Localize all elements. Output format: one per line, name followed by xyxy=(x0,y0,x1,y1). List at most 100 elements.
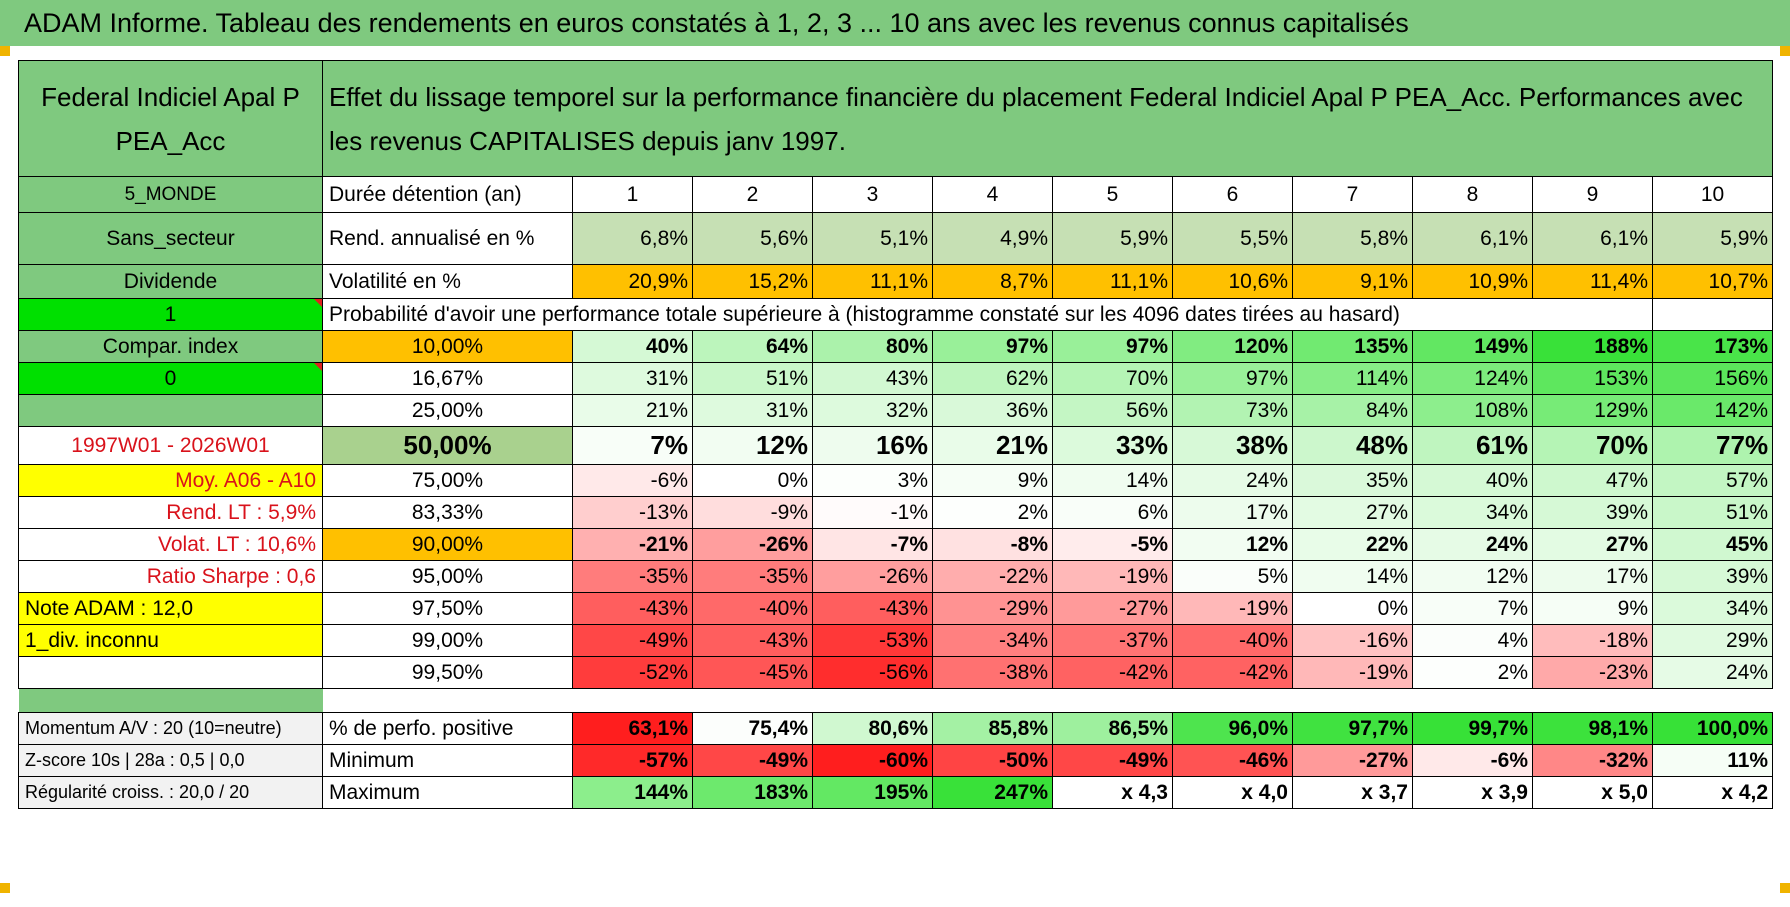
quantile-value: 6% xyxy=(1052,496,1173,529)
quantile-value: 29% xyxy=(1651,624,1774,657)
quantile-value: 17% xyxy=(1532,560,1653,593)
rend-value: 5,9% xyxy=(1651,212,1774,265)
quantile-value: -5% xyxy=(1052,528,1173,561)
quantile-label: 90,00% xyxy=(322,528,573,561)
blank-cell xyxy=(1532,298,1653,331)
quantile-value: 149% xyxy=(1412,330,1533,363)
minimum-value: -49% xyxy=(692,744,813,777)
quantile-label: 97,50% xyxy=(322,592,573,625)
quantile-value: 31% xyxy=(572,362,693,395)
quantile-value: 38% xyxy=(1172,426,1293,465)
quantile-value: 3% xyxy=(812,464,933,497)
regularite-label: Régularité croiss. : 20,0 / 20 xyxy=(18,776,323,809)
quantile-value: -43% xyxy=(812,592,933,625)
quantile-value: 31% xyxy=(692,394,813,427)
quantile-value: -26% xyxy=(812,560,933,593)
vol-value: 10,9% xyxy=(1412,264,1533,299)
quantile-value: 4% xyxy=(1412,624,1533,657)
region-label: 5_MONDE xyxy=(18,176,323,213)
momentum-label: Momentum A/V : 20 (10=neutre) xyxy=(18,712,323,745)
quantile-value: 43% xyxy=(812,362,933,395)
quantile-value: 34% xyxy=(1412,496,1533,529)
quantile-value: 51% xyxy=(1651,496,1774,529)
quantile-value: 84% xyxy=(1292,394,1413,427)
positive-perf-value: 85,8% xyxy=(932,712,1053,745)
quantile-value: 32% xyxy=(812,394,933,427)
quantile-value: 45% xyxy=(1651,528,1774,561)
quantile-label: 83,33% xyxy=(322,496,573,529)
fund-description: Effet du lissage temporel sur la perform… xyxy=(321,60,1774,177)
quantile-value: -45% xyxy=(692,656,813,689)
minimum-value: -60% xyxy=(812,744,933,777)
zscore-label: Z-score 10s | 28a : 0,5 | 0,0 xyxy=(18,744,323,777)
quantile-value: 77% xyxy=(1651,426,1774,465)
quantile-value: 73% xyxy=(1172,394,1293,427)
table-row: 1 Probabilité d'avoir une performance tot… xyxy=(18,298,1774,331)
vol-value: 9,1% xyxy=(1292,264,1413,299)
quantile-value: -1% xyxy=(812,496,933,529)
quantile-value: -38% xyxy=(932,656,1053,689)
rend-value: 5,5% xyxy=(1172,212,1293,265)
quantile-value: 173% xyxy=(1651,330,1774,363)
vol-value: 15,2% xyxy=(692,264,813,299)
quantile-value: -40% xyxy=(692,592,813,625)
quantile-value: 108% xyxy=(1412,394,1533,427)
quantile-value: 56% xyxy=(1052,394,1173,427)
maximum-value: x 3,9 xyxy=(1412,776,1533,809)
quantile-value: -43% xyxy=(692,624,813,657)
table-row: Z-score 10s | 28a : 0,5 | 0,0 Minimum -57%… xyxy=(18,744,1774,777)
vol-value: 11,4% xyxy=(1532,264,1653,299)
minimum-value: -27% xyxy=(1292,744,1413,777)
quantile-value: 24% xyxy=(1651,656,1774,689)
quantile-value: 2% xyxy=(1412,656,1533,689)
rend-value: 6,8% xyxy=(572,212,693,265)
quantile-value: -27% xyxy=(1052,592,1173,625)
quantile-value: 48% xyxy=(1292,426,1413,465)
div-label: 1_div. inconnu xyxy=(18,624,323,657)
table-row: Moy. A06 - A10 75,00% -6% 0% 3% 9% 14% 24% 35% 40… xyxy=(18,464,1774,497)
quantile-value: 61% xyxy=(1412,426,1533,465)
quantile-value: 39% xyxy=(1651,560,1774,593)
quantile-label: 16,67% xyxy=(322,362,573,395)
year-header: 7 xyxy=(1292,176,1413,213)
table-row: Compar. index 10,00% 40% 64% 80% 97% 97% 120% 13… xyxy=(18,330,1774,363)
quantile-value: -29% xyxy=(932,592,1053,625)
quantile-value: -43% xyxy=(572,592,693,625)
year-header: 8 xyxy=(1412,176,1533,213)
rend-lt-label: Rend. LT : 5,9% xyxy=(18,496,323,529)
positive-perf-value: 80,6% xyxy=(812,712,933,745)
quantile-value: -52% xyxy=(572,656,693,689)
flag-one: 1 xyxy=(18,298,323,331)
corner-marker xyxy=(0,883,10,893)
maximum-value: 183% xyxy=(692,776,813,809)
quantile-value: 70% xyxy=(1052,362,1173,395)
quantile-value: 97% xyxy=(1172,362,1293,395)
table-row: Momentum A/V : 20 (10=neutre)% de perfo.… xyxy=(18,712,1774,745)
quantile-value: 0% xyxy=(1292,592,1413,625)
quantile-value: 80% xyxy=(812,330,933,363)
maximum-value: x 4,0 xyxy=(1172,776,1293,809)
quantile-value: 39% xyxy=(1532,496,1653,529)
fund-name: Federal Indiciel Apal P PEA_Acc xyxy=(18,60,323,177)
quantile-label: 25,00% xyxy=(322,394,573,427)
maximum-value: x 5,0 xyxy=(1532,776,1653,809)
pos-label: % de perfo. positive xyxy=(322,712,573,745)
minimum-value: 11% xyxy=(1651,744,1774,777)
quantile-value: 33% xyxy=(1052,426,1173,465)
moy-label: Moy. A06 - A10 xyxy=(18,464,323,497)
positive-perf-value: 63,1% xyxy=(572,712,693,745)
sector-label: Sans_secteur xyxy=(18,212,323,265)
sharpe-label: Ratio Sharpe : 0,6 xyxy=(18,560,323,593)
note-label: Note ADAM : 12,0 xyxy=(18,592,323,625)
quantile-value: 27% xyxy=(1532,528,1653,561)
performance-table: Federal Indiciel Apal P PEA_Acc Effet du… xyxy=(18,60,1774,809)
quantile-value: 22% xyxy=(1292,528,1413,561)
quantile-value: 51% xyxy=(692,362,813,395)
maximum-value: 195% xyxy=(812,776,933,809)
quantile-label: 75,00% xyxy=(322,464,573,497)
spacer-cell xyxy=(18,688,323,713)
quantile-value: 62% xyxy=(932,362,1053,395)
quantile-value: 142% xyxy=(1651,394,1774,427)
rend-value: 5,9% xyxy=(1052,212,1173,265)
quantile-value: 97% xyxy=(932,330,1053,363)
